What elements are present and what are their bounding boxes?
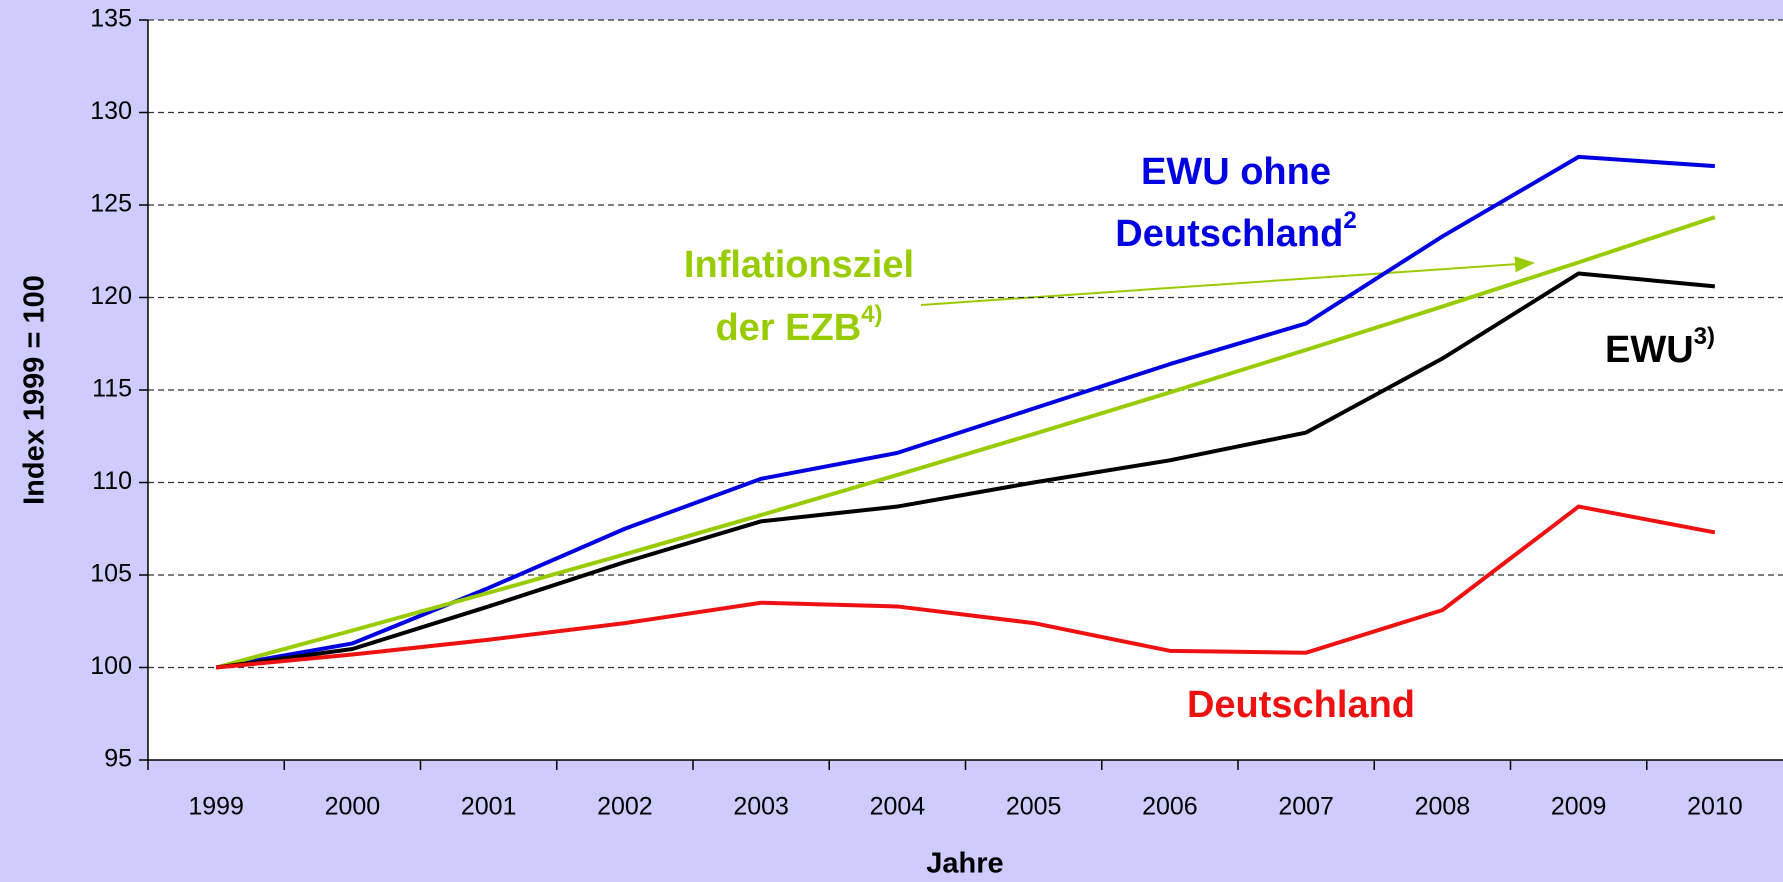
series-label: EWU ohne [1141, 151, 1331, 193]
x-tick-label: 2006 [1142, 793, 1198, 821]
x-tick-label: 2005 [1006, 793, 1062, 821]
y-tick-label: 125 [90, 190, 132, 218]
y-tick-label: 120 [90, 282, 132, 310]
series-line [215, 504, 1716, 670]
x-tick-label: 2010 [1687, 793, 1743, 821]
series-label: Deutschland2 [1115, 207, 1356, 255]
x-tick-label: 2002 [597, 793, 653, 821]
series-label-sup: 2 [1343, 207, 1356, 234]
series-label-text: der EZB [715, 307, 861, 349]
y-tick-label: 115 [92, 375, 132, 403]
y-tick-label: 105 [90, 560, 132, 588]
x-tick-label: 2000 [325, 793, 381, 821]
series-label-text: Deutschland [1115, 213, 1343, 255]
series-line [215, 271, 1716, 670]
series-label: der EZB4) [715, 301, 882, 349]
x-tick-label: 1999 [188, 793, 244, 821]
x-tick-label: 2007 [1278, 793, 1334, 821]
x-tick-label: 2008 [1415, 793, 1471, 821]
y-axis-title: Index 1999 = 100 [19, 275, 51, 505]
series-label-text: Deutschland [1187, 684, 1415, 726]
series-label: Deutschland [1187, 684, 1415, 726]
y-tick-label: 130 [90, 97, 132, 125]
x-axis-title: Jahre [926, 848, 1003, 880]
series-label-text: EWU ohne [1141, 151, 1331, 193]
y-tick-label: 95 [104, 745, 132, 773]
y-tick-label: 135 [90, 5, 132, 33]
series-label-text: Inflationsziel [684, 244, 914, 286]
x-tick-label: 2003 [733, 793, 789, 821]
series-line [215, 215, 1716, 670]
x-tick-label: 2001 [461, 793, 517, 821]
y-tick-label: 110 [92, 467, 132, 495]
x-tick-label: 2009 [1551, 793, 1607, 821]
series-label-text: EWU [1605, 329, 1694, 371]
y-tick-label: 100 [90, 652, 132, 680]
series-label: Inflationsziel [684, 244, 914, 286]
series-label-sup: 4) [861, 301, 882, 328]
series-label-sup: 3) [1694, 323, 1715, 350]
series-label: EWU3) [1605, 323, 1715, 371]
x-tick-label: 2004 [870, 793, 926, 821]
